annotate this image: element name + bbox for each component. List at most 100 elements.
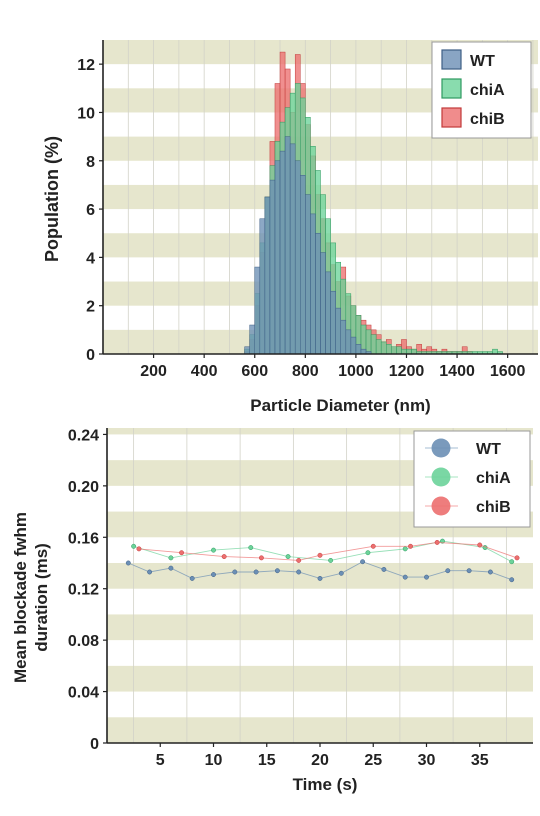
x-axis-title: Particle Diameter (nm) bbox=[250, 396, 430, 415]
point-chiB bbox=[136, 546, 142, 552]
point-chiB bbox=[408, 543, 413, 549]
legend: WT chiA chiB bbox=[413, 430, 531, 528]
legend-label-chiB: chiB bbox=[470, 111, 505, 128]
legend-marker-chiB bbox=[431, 496, 451, 516]
point-chiB bbox=[514, 555, 520, 561]
bar-WT bbox=[355, 344, 362, 355]
legend-label-WT: WT bbox=[470, 53, 495, 70]
y-tick-label: 10 bbox=[77, 105, 95, 122]
y-tick-label: 0 bbox=[90, 736, 99, 753]
bar-WT bbox=[244, 346, 250, 355]
x-tick-label: 10 bbox=[205, 752, 223, 769]
point-WT bbox=[232, 569, 238, 575]
x-tick-label: 1000 bbox=[338, 363, 374, 380]
legend: WT chiA chiB bbox=[431, 41, 532, 139]
legend-swatch-chiA bbox=[441, 78, 462, 99]
point-chiB bbox=[317, 552, 323, 558]
x-tick-label: 200 bbox=[140, 363, 167, 380]
bar-WT bbox=[330, 290, 336, 355]
point-WT bbox=[147, 569, 153, 575]
point-chiB bbox=[434, 539, 440, 545]
bar-WT bbox=[264, 196, 271, 355]
point-WT bbox=[445, 568, 451, 574]
bar-WT bbox=[274, 160, 281, 355]
y-tick-label: 0.24 bbox=[68, 427, 99, 444]
point-chiA bbox=[509, 559, 515, 565]
point-WT bbox=[338, 570, 344, 576]
x-axis-title: Time (s) bbox=[293, 775, 358, 794]
point-chiA bbox=[168, 555, 174, 561]
bar-WT bbox=[284, 136, 291, 355]
bar-chiA bbox=[370, 334, 377, 355]
duration-line-chart: 0 0.04 0.08 0.12 0.16 0.20 0.24 5 10 15 20 25 30 35 Ti… bbox=[11, 427, 533, 794]
point-WT bbox=[381, 566, 387, 572]
y-tick-label: 0.16 bbox=[68, 530, 99, 547]
point-WT bbox=[168, 565, 174, 571]
x-tick-label: 800 bbox=[292, 363, 319, 380]
legend-marker-WT bbox=[431, 438, 451, 458]
point-WT bbox=[509, 577, 515, 583]
bar-chiA bbox=[386, 344, 392, 355]
legend-label-chiA: chiA bbox=[470, 82, 505, 99]
point-chiB bbox=[258, 555, 264, 561]
legend-swatch-WT bbox=[441, 49, 462, 70]
bar-WT bbox=[305, 194, 311, 355]
x-tick-label: 20 bbox=[311, 752, 329, 769]
bar-WT bbox=[340, 319, 347, 355]
point-chiA bbox=[131, 543, 137, 549]
point-WT bbox=[360, 559, 366, 565]
point-chiA bbox=[328, 557, 334, 563]
histogram-chart: 0 2 4 6 8 10 12 200 400 600 800 1000 1200 1400 1600 Par… bbox=[42, 40, 538, 415]
x-tick-label: 30 bbox=[418, 752, 436, 769]
y-tick-label: 0.08 bbox=[68, 633, 99, 650]
x-tick-label: 1200 bbox=[389, 363, 425, 380]
bar-chiA bbox=[375, 339, 382, 355]
bar-WT bbox=[325, 271, 331, 355]
bar-WT bbox=[310, 213, 316, 355]
point-chiB bbox=[179, 550, 185, 556]
legend-label-chiB: chiB bbox=[476, 499, 511, 516]
point-WT bbox=[274, 568, 280, 574]
grid-band bbox=[107, 717, 533, 743]
grid-band bbox=[107, 428, 533, 435]
point-WT bbox=[211, 572, 216, 578]
point-chiB bbox=[296, 557, 302, 563]
bar-WT bbox=[249, 324, 255, 355]
bar-WT bbox=[345, 329, 352, 355]
bar-WT bbox=[294, 160, 301, 355]
x-tick-label: 400 bbox=[191, 363, 218, 380]
bar-WT bbox=[335, 307, 341, 355]
y-axis-title-line1: Mean blockade fwhm bbox=[11, 512, 30, 683]
x-tick-label: 25 bbox=[364, 752, 382, 769]
point-chiA bbox=[285, 554, 291, 560]
point-chiA bbox=[211, 547, 216, 553]
point-chiA bbox=[248, 545, 254, 551]
point-chiB bbox=[370, 543, 376, 549]
bar-WT bbox=[259, 218, 266, 355]
y-tick-label: 0 bbox=[86, 347, 95, 364]
point-WT bbox=[125, 560, 131, 566]
legend-label-WT: WT bbox=[476, 441, 501, 458]
y-tick-label: 6 bbox=[86, 202, 95, 219]
x-tick-label: 1400 bbox=[439, 363, 475, 380]
point-WT bbox=[296, 569, 302, 575]
bar-WT bbox=[320, 252, 326, 355]
y-axis-title-line2: duration (ms) bbox=[32, 543, 51, 652]
legend-marker-chiA bbox=[431, 467, 451, 487]
y-tick-label: 0.04 bbox=[68, 685, 99, 702]
point-WT bbox=[253, 569, 259, 575]
y-tick-label: 2 bbox=[86, 299, 95, 316]
bar-WT bbox=[350, 336, 357, 355]
point-WT bbox=[424, 574, 429, 580]
bar-chiA bbox=[365, 329, 372, 355]
grid-band bbox=[107, 614, 533, 641]
x-tick-label: 1600 bbox=[490, 363, 526, 380]
grid-band bbox=[103, 136, 538, 161]
y-tick-label: 8 bbox=[86, 154, 95, 171]
point-WT bbox=[466, 568, 472, 574]
point-chiA bbox=[402, 546, 408, 552]
bar-chiA bbox=[391, 346, 397, 355]
bar-chiA bbox=[396, 346, 402, 355]
y-tick-label: 12 bbox=[77, 57, 95, 74]
bar-WT bbox=[279, 150, 286, 355]
